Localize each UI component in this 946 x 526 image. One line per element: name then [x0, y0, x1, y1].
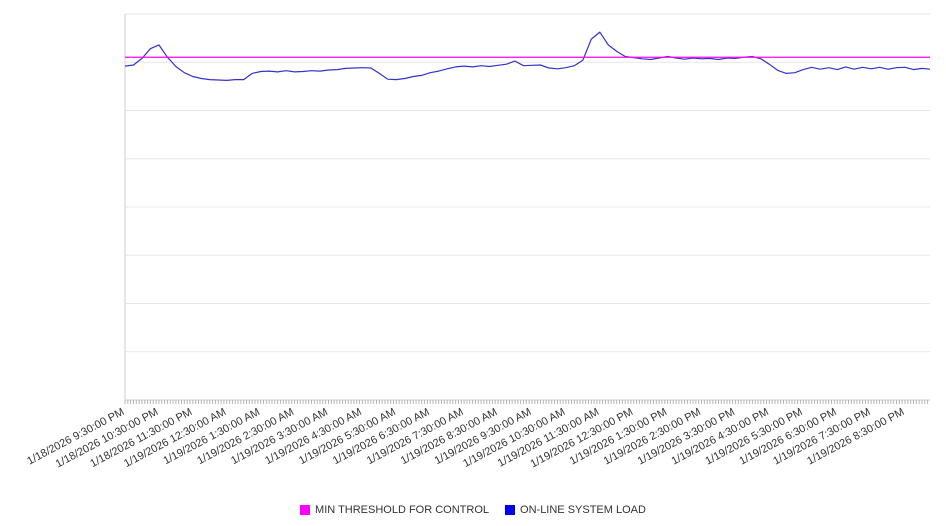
legend-label-min-threshold: MIN THRESHOLD FOR CONTROL: [315, 504, 490, 516]
gridlines: [125, 13, 930, 353]
online-system-load-color-swatch: [505, 505, 516, 515]
legend-item-min-threshold: MIN THRESHOLD FOR CONTROL: [300, 504, 489, 516]
load-chart: 1/18/2026 9:30:00 PM1/18/2026 10:30:00 P…: [25, 13, 931, 470]
online-system-load-line: [124, 31, 931, 82]
chart-legend: MIN THRESHOLD FOR CONTROL ON-LINE SYSTEM…: [0, 504, 946, 516]
axes: [124, 14, 930, 401]
min-threshold-color-swatch: [300, 505, 311, 515]
x-axis-ticks: [124, 400, 929, 404]
legend-item-online-system-load: ON-LINE SYSTEM LOAD: [505, 504, 646, 516]
x-axis-labels: 1/18/2026 9:30:00 PM1/18/2026 10:30:00 P…: [25, 406, 906, 470]
legend-label-online-system-load: ON-LINE SYSTEM LOAD: [520, 504, 646, 516]
